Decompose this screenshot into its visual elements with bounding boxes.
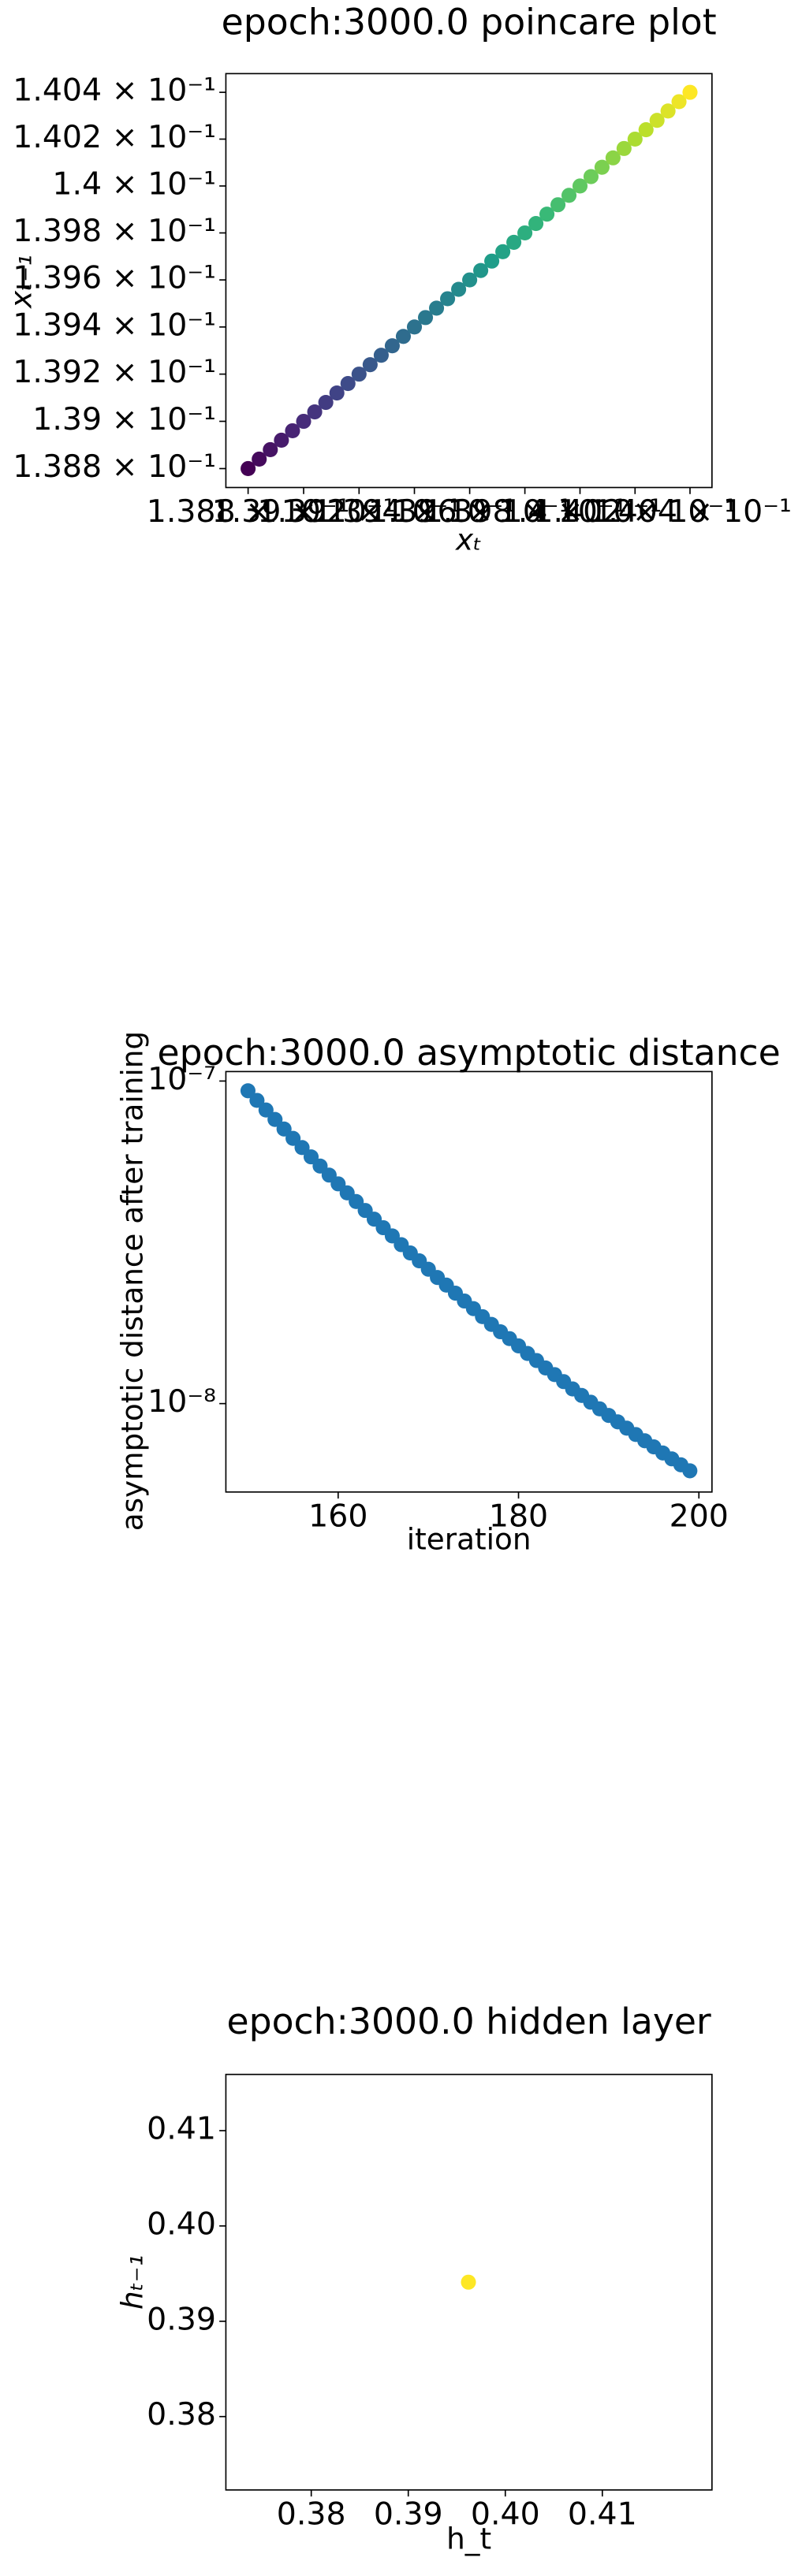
scatter-point [462,272,478,288]
scatter-point [616,140,632,156]
scatter-point [263,441,278,458]
scatter-point [267,1111,283,1127]
scatter-point [329,385,345,401]
scatter-point [249,1093,265,1108]
scatter-point [429,300,445,316]
x-tick-label: 0.41 [568,2496,637,2533]
scatter-point [660,103,676,119]
scatter-point [638,122,654,138]
scatter-point [340,376,356,392]
scatter-point [276,1121,292,1137]
scatter-point [274,432,289,449]
y-axis-label: asymptotic distance after training [115,1031,150,1531]
y-tick-label: 0.38 [147,2396,216,2433]
scatter-point [285,423,300,439]
y-axis-label: hₜ₋₁ [115,2255,150,2310]
scatter-point [594,159,610,175]
scatter-point [682,1463,698,1479]
y-tick-label: 0.39 [147,2301,216,2337]
scatter-point [517,225,533,241]
scatter-point [583,169,599,184]
x-tick-label: 1.404 × 10⁻¹ [588,493,792,530]
x-tick-label: 1.396 × 10⁻¹ [368,493,572,530]
scatter-point [682,84,698,100]
chart-panel: epoch:3000.0 hidden layer 0.38 0.39 0.40 0.4… [115,2001,713,2556]
scatter-point [528,216,544,232]
scatter-point [406,319,423,335]
x-tick-label: 1.39 × 10⁻¹ [212,493,396,530]
x-tick-label: 180 [489,1498,548,1535]
plot-frame [225,2073,713,2491]
x-tick-label: 0.38 [277,2496,346,2533]
y-tick-label: 1.392 × 10⁻¹ [13,354,216,390]
y-tick-label: 0.41 [147,2111,216,2147]
chart-title: epoch:3000.0 hidden layer [227,2001,711,2042]
x-tick-label: 0.39 [374,2496,443,2533]
scatter-point [440,291,456,307]
y-tick-label: 10⁻⁷ [147,1061,216,1097]
scatter-point [550,197,566,213]
scatter-point [572,178,588,194]
scatter-point [506,234,522,250]
scatter-point [649,113,665,128]
scatter-point [484,253,500,269]
scatter-point [294,1140,310,1156]
scatter-point [258,1102,274,1118]
chart-title: epoch:3000.0 poincare plot [222,2,717,43]
scatter-point [373,348,389,363]
scatter-point [252,451,267,467]
y-tick-label: 1.396 × 10⁻¹ [13,260,216,296]
y-tick-label: 1.388 × 10⁻¹ [13,449,216,485]
y-tick-label: 1.39 × 10⁻¹ [32,401,216,437]
plot-frame [225,1070,713,1493]
x-tick-label: 200 [670,1498,729,1535]
scatter-point [318,394,334,411]
x-tick-label: 1.394 × 10⁻¹ [313,493,517,530]
y-tick-label: 1.402 × 10⁻¹ [13,119,216,155]
scatter-point [351,367,367,382]
scatter-point [627,131,643,147]
x-tick-label: 1.402 × 10⁻¹ [533,493,737,530]
x-axis-label: h_t [446,2522,491,2556]
scatter-point [240,1083,256,1099]
x-tick-label: 1.392 × 10⁻¹ [257,493,461,530]
scatter-point [671,94,687,110]
x-tick-label: 160 [308,1498,367,1535]
y-tick-label: 1.398 × 10⁻¹ [13,213,216,249]
y-tick-label: 0.40 [147,2206,216,2242]
y-tick-label: 1.404 × 10⁻¹ [13,73,216,109]
x-tick-label: 1.4 × 10⁻¹ [498,493,662,530]
x-axis-label: xₜ [455,522,482,557]
scatter-point [473,262,489,278]
scatter-point [495,244,511,259]
scatter-point [605,150,621,166]
scatter-point [384,338,400,354]
x-axis-label: iteration [407,1522,532,1557]
scatter-point [362,357,378,373]
scatter-point [417,310,434,326]
scatter-point [241,460,256,477]
scatter-point [303,1149,319,1165]
scatter-point [451,281,467,297]
chart-title: epoch:3000.0 asymptotic distance [158,1032,781,1074]
x-tick-label: 1.398 × 10⁻¹ [423,493,627,530]
scatter-point [285,1130,301,1146]
y-tick-label: 1.4 × 10⁻¹ [52,166,216,202]
y-tick-label: 1.394 × 10⁻¹ [13,307,216,343]
chart-panel: epoch:3000.0 asymptotic distance 160 180 20… [115,1031,781,1557]
y-axis-label: xₜ₋₁ [4,255,39,309]
x-tick-label: 1.388 × 10⁻¹ [147,493,350,530]
scatter-point [461,2274,476,2290]
scatter-point [539,207,555,222]
x-tick-label: 0.40 [471,2496,540,2533]
scatter-point [395,329,412,344]
scatter-point [296,413,311,430]
scatter-point [307,404,323,420]
scatter-point [561,188,577,203]
y-tick-label: 10⁻⁸ [147,1383,216,1420]
